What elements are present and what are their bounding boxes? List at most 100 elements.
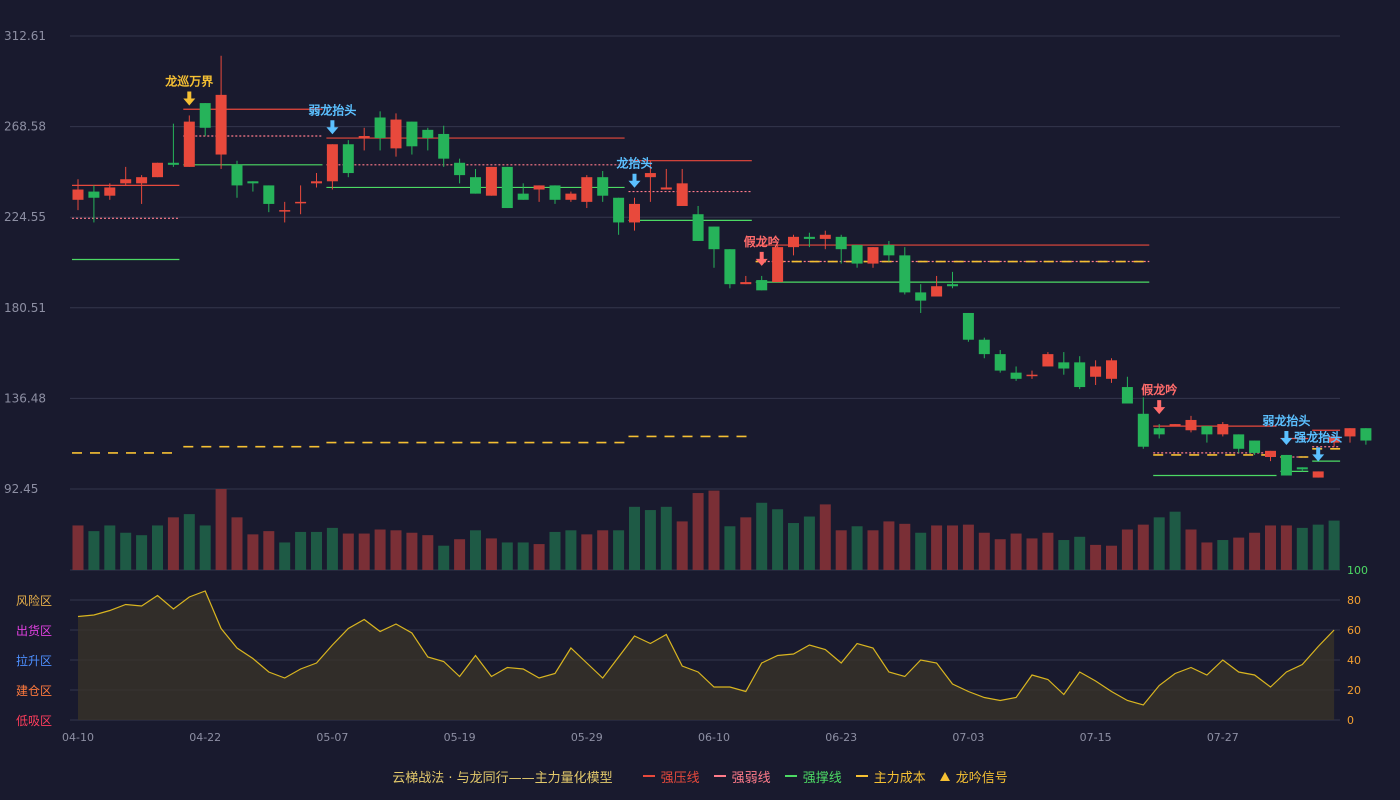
volume-bar <box>422 535 434 570</box>
candle-body <box>247 181 259 184</box>
candle-body <box>1217 424 1229 435</box>
volume-bar <box>263 531 275 570</box>
candle-body <box>947 284 958 287</box>
volume-bar <box>231 517 243 570</box>
volume-bar <box>851 526 863 570</box>
candlesticks <box>72 55 1372 478</box>
candle-body <box>676 183 688 206</box>
candle-body <box>851 245 863 264</box>
x-tick-label: 06-10 <box>698 731 730 744</box>
legend-title: 云梯战法 · 与龙同行——主力量化模型 <box>392 770 613 786</box>
zone-label: 出货区 <box>16 623 52 638</box>
grid-lines <box>70 35 1340 721</box>
volume-bar <box>931 525 943 570</box>
zone-label: 低吸区 <box>16 714 52 728</box>
candle-body <box>72 189 84 200</box>
volume-bar <box>1058 540 1070 570</box>
candle-body <box>1137 413 1149 447</box>
price-tick-label: 224.55 <box>4 210 46 224</box>
volume-bar <box>724 526 736 570</box>
volume-bar <box>1265 525 1276 570</box>
signal-arrow-icon <box>326 120 339 135</box>
volume-bar <box>1026 538 1038 570</box>
candle-body <box>167 162 179 165</box>
volume-bar <box>358 533 370 570</box>
signal-label: 龙巡万界 <box>165 73 213 88</box>
candle-body <box>152 162 163 178</box>
volume-bars <box>72 489 1340 570</box>
volume-bar <box>136 535 148 570</box>
volume-bar <box>501 542 513 570</box>
candle-body <box>438 133 450 159</box>
price-tick-label: 180.51 <box>4 301 46 315</box>
price-tick-label: 92.45 <box>4 482 38 496</box>
candle-body <box>1296 467 1308 470</box>
candle-body <box>1249 440 1261 453</box>
candle-body <box>263 185 275 204</box>
zone-label: 拉升区 <box>16 653 52 668</box>
candle-body <box>724 249 736 285</box>
candle-body <box>311 181 322 184</box>
x-tick-label: 06-23 <box>825 731 857 744</box>
candle-body <box>819 234 831 239</box>
x-tick-label: 05-29 <box>571 731 603 744</box>
volume-bar <box>167 517 179 570</box>
candle-body <box>358 136 370 139</box>
legend-item-resistance[interactable]: 强压线 <box>642 767 700 786</box>
volume-bar <box>1328 520 1340 570</box>
candle-body <box>120 179 132 184</box>
legend-item-signal[interactable]: 龙吟信号 <box>939 767 1008 786</box>
volume-bar <box>326 527 338 570</box>
volume-bar <box>485 538 497 570</box>
candle-body <box>136 177 148 184</box>
candle-body <box>883 245 895 256</box>
candle-body <box>1265 450 1276 458</box>
candle-body <box>501 166 513 209</box>
legend-label: 强弱线 <box>731 770 771 786</box>
volume-bar <box>660 506 672 570</box>
zone-label: 建仓区 <box>16 684 52 698</box>
candle-body <box>422 129 434 139</box>
x-tick-label: 04-22 <box>189 731 221 744</box>
signal-arrow-icon <box>183 91 196 106</box>
legend-label: 强撑线 <box>802 770 842 786</box>
candle-body <box>104 187 116 196</box>
volume-bar <box>1153 517 1165 570</box>
volume-bar <box>740 517 752 570</box>
oscillator-panel <box>77 590 1335 720</box>
volume-bar <box>756 502 768 570</box>
price-tick-label: 312.61 <box>4 29 46 43</box>
candle-body <box>533 185 545 190</box>
candle-body <box>803 236 815 239</box>
volume-bar <box>1296 527 1308 570</box>
legend-item-cost[interactable]: 主力成本 <box>855 767 926 786</box>
volume-bar <box>994 539 1006 570</box>
candle-body <box>1153 428 1165 435</box>
legend: 云梯战法 · 与龙同行——主力量化模型 强压线 强弱线 强撑线 主力成本 龙吟信… <box>0 762 1400 790</box>
osc-tick-label: 80 <box>1347 594 1361 607</box>
candle-body <box>1312 471 1324 478</box>
legend-weak-swatch <box>713 775 726 777</box>
volume-bar <box>629 506 640 570</box>
volume-bar <box>1137 524 1149 570</box>
volume-bar <box>1312 524 1324 570</box>
candle-body <box>1185 419 1197 431</box>
legend-support-swatch <box>784 775 797 777</box>
volume-bar <box>1010 533 1022 570</box>
candle-body <box>549 185 561 200</box>
volume-bar <box>183 514 195 570</box>
legend-label: 强压线 <box>660 770 700 786</box>
volume-bar <box>565 530 577 570</box>
legend-item-weak[interactable]: 强弱线 <box>713 767 771 786</box>
volume-bar <box>549 531 561 570</box>
candle-body <box>978 339 990 355</box>
volume-bar <box>295 531 307 570</box>
legend-item-support[interactable]: 强撑线 <box>784 767 842 786</box>
volume-bar <box>772 509 784 570</box>
volume-bar <box>311 531 322 570</box>
volume-bar <box>1090 544 1102 570</box>
legend-label: 主力成本 <box>873 770 926 786</box>
candle-body <box>406 121 418 147</box>
osc-tick-label: 60 <box>1347 624 1361 637</box>
candle-body <box>899 255 911 293</box>
